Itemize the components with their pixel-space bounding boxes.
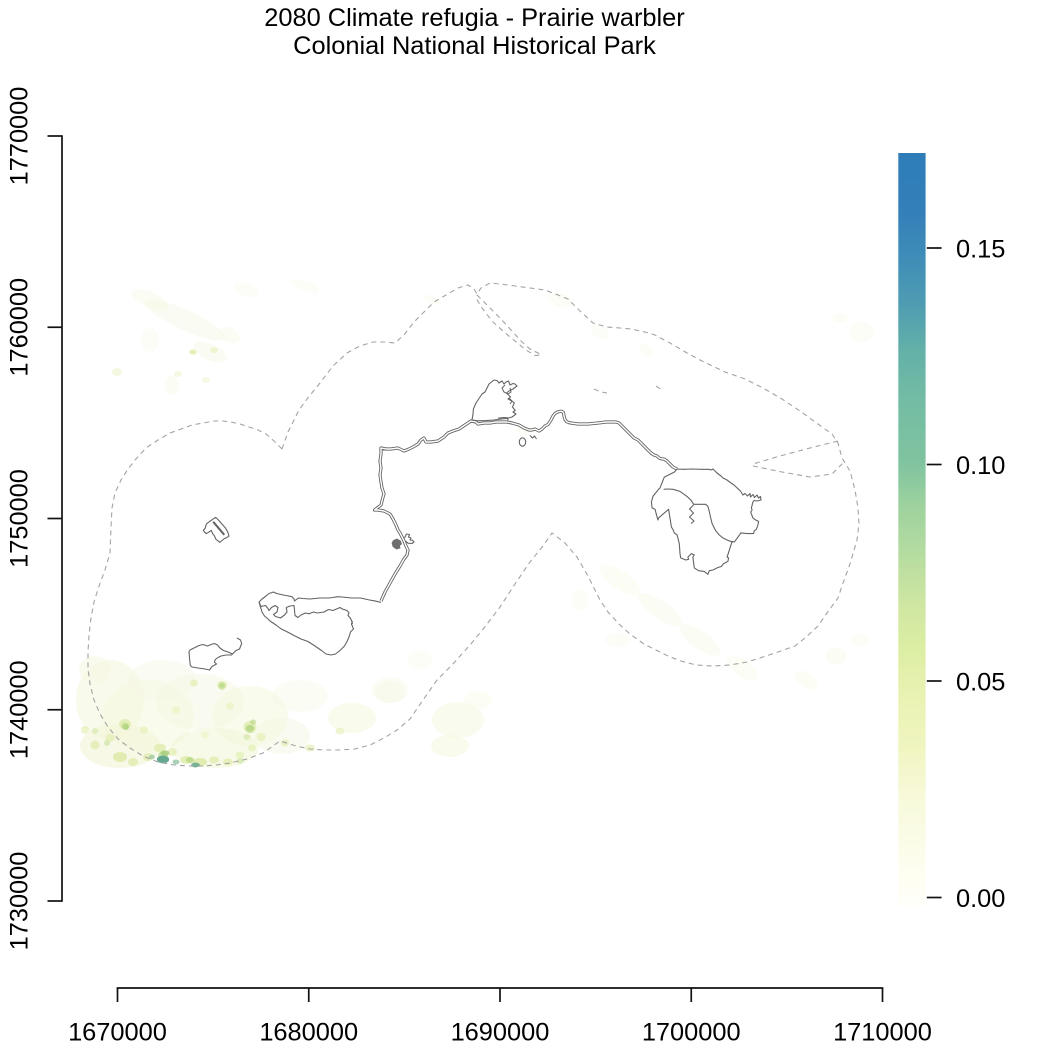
svg-text:0.15: 0.15 [956, 235, 1005, 263]
svg-text:1670000: 1670000 [68, 1019, 167, 1047]
svg-text:Colonial National Historical P: Colonial National Historical Park [293, 32, 656, 60]
svg-text:1700000: 1700000 [642, 1019, 741, 1047]
svg-text:1710000: 1710000 [833, 1019, 932, 1047]
svg-text:1690000: 1690000 [451, 1019, 550, 1047]
svg-text:0.00: 0.00 [956, 885, 1005, 913]
svg-text:1750000: 1750000 [6, 469, 34, 568]
svg-text:1680000: 1680000 [259, 1019, 358, 1047]
svg-text:1740000: 1740000 [6, 660, 34, 759]
svg-text:0.10: 0.10 [956, 452, 1005, 480]
svg-text:1770000: 1770000 [6, 87, 34, 186]
svg-text:0.05: 0.05 [956, 668, 1005, 696]
svg-text:1760000: 1760000 [6, 278, 34, 377]
svg-text:2080 Climate refugia - Prairie: 2080 Climate refugia - Prairie warbler [264, 4, 685, 32]
svg-text:1730000: 1730000 [6, 852, 34, 951]
